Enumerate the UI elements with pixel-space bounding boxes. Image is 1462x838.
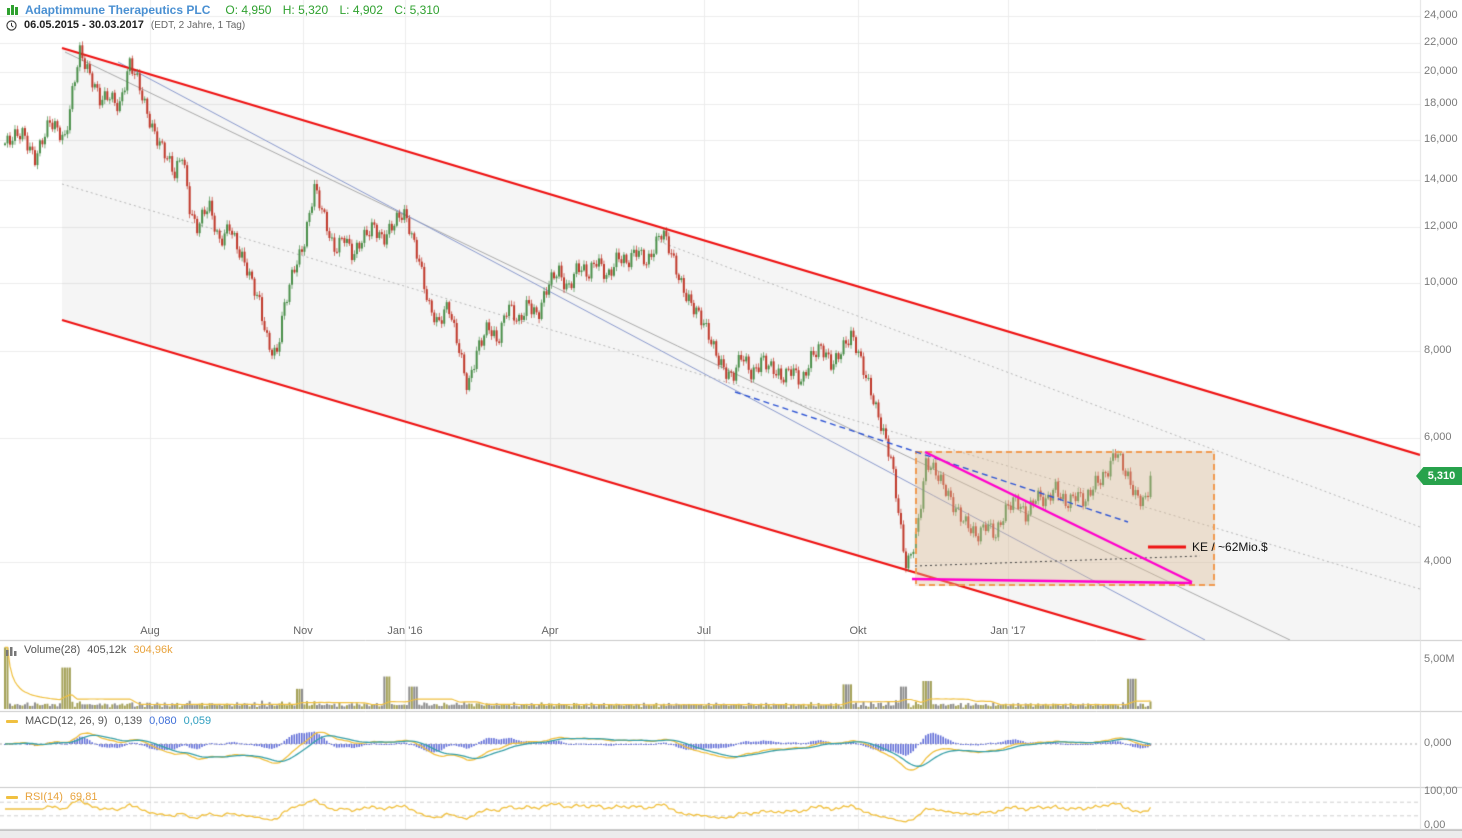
rsi-axis-bottom-label: 0,00	[1424, 819, 1446, 831]
price-axis-label: 16,000	[1424, 132, 1458, 145]
high-label: H:	[282, 3, 295, 17]
price-axis-label: 8,000	[1424, 343, 1452, 356]
close-label: C:	[394, 3, 407, 17]
time-axis-strip[interactable]	[0, 830, 1462, 838]
date-range: 06.05.2015 - 30.03.2017	[24, 19, 144, 31]
rsi-axis-top-label: 100,00	[1424, 785, 1458, 797]
range-meta: (EDT, 2 Jahre, 1 Tag)	[150, 19, 246, 31]
open-label: O:	[225, 3, 239, 17]
macd-axis-label: 0,000	[1424, 737, 1452, 749]
macd-value: 0,139	[114, 715, 143, 727]
chart-subheader: 06.05.2015 - 30.03.2017 (EDT, 2 Jahre, 1…	[6, 19, 245, 31]
price-axis-label: 22,000	[1424, 35, 1458, 48]
close-value: 5,310	[409, 3, 440, 17]
time-axis-label: Apr	[541, 625, 559, 637]
last-price-tag: 5,310	[1416, 467, 1462, 485]
open-value: 4,950	[241, 3, 272, 17]
low-label: L:	[339, 3, 350, 17]
instrument-name[interactable]: Adaptimmune Therapeutics PLC	[25, 3, 211, 17]
volume-icon	[6, 645, 17, 656]
price-axis-label: 24,000	[1424, 9, 1458, 22]
annotation-ke-label[interactable]: KE / ~62Mio.$	[1192, 540, 1268, 554]
price-axis-label: 4,000	[1424, 554, 1452, 567]
chart-header: Adaptimmune Therapeutics PLC O: 4,950 H:…	[6, 3, 440, 17]
clock-icon	[6, 19, 17, 31]
macd-signal-value: 0,080	[149, 715, 177, 727]
macd-icon	[6, 719, 18, 723]
instrument-icon	[6, 4, 18, 16]
price-axis-label: 14,000	[1424, 173, 1458, 186]
rsi-icon	[6, 795, 18, 799]
rsi-panel-header[interactable]: RSI(14) 69,81	[6, 791, 97, 803]
high-value: 5,320	[298, 3, 329, 17]
macd-panel-header[interactable]: MACD(12, 26, 9) 0,139 0,080 0,059	[6, 715, 211, 727]
price-axis-label: 6,000	[1424, 431, 1452, 444]
low-value: 4,902	[352, 3, 383, 17]
time-axis-label: Aug	[140, 625, 160, 637]
price-axis-label: 12,000	[1424, 220, 1458, 233]
time-axis-label: Jul	[696, 625, 712, 637]
volume-label[interactable]: Volume(28)	[24, 644, 81, 656]
rsi-label[interactable]: RSI(14)	[25, 791, 63, 803]
time-axis-label: Okt	[849, 625, 867, 637]
time-axis-label: Jan '17	[990, 625, 1026, 637]
macd-hist-value: 0,059	[183, 715, 212, 727]
price-axis-label: 10,000	[1424, 275, 1458, 288]
ohlc-values: O: 4,950 H: 5,320 L: 4,902 C: 5,310	[217, 3, 439, 17]
volume-panel-header[interactable]: Volume(28) 405,12k 304,96k	[6, 644, 173, 656]
rsi-value: 69,81	[69, 791, 98, 803]
volume-value: 405,12k	[87, 644, 127, 656]
macd-label[interactable]: MACD(12, 26, 9)	[25, 715, 108, 727]
time-axis-label: Jan '16	[387, 625, 423, 637]
price-axis-label: 20,000	[1424, 64, 1458, 77]
time-axis-label: Nov	[293, 625, 313, 637]
volume-ma-value: 304,96k	[133, 644, 173, 656]
volume-axis-label: 5,00M	[1424, 653, 1455, 665]
price-axis-label: 18,000	[1424, 96, 1458, 109]
